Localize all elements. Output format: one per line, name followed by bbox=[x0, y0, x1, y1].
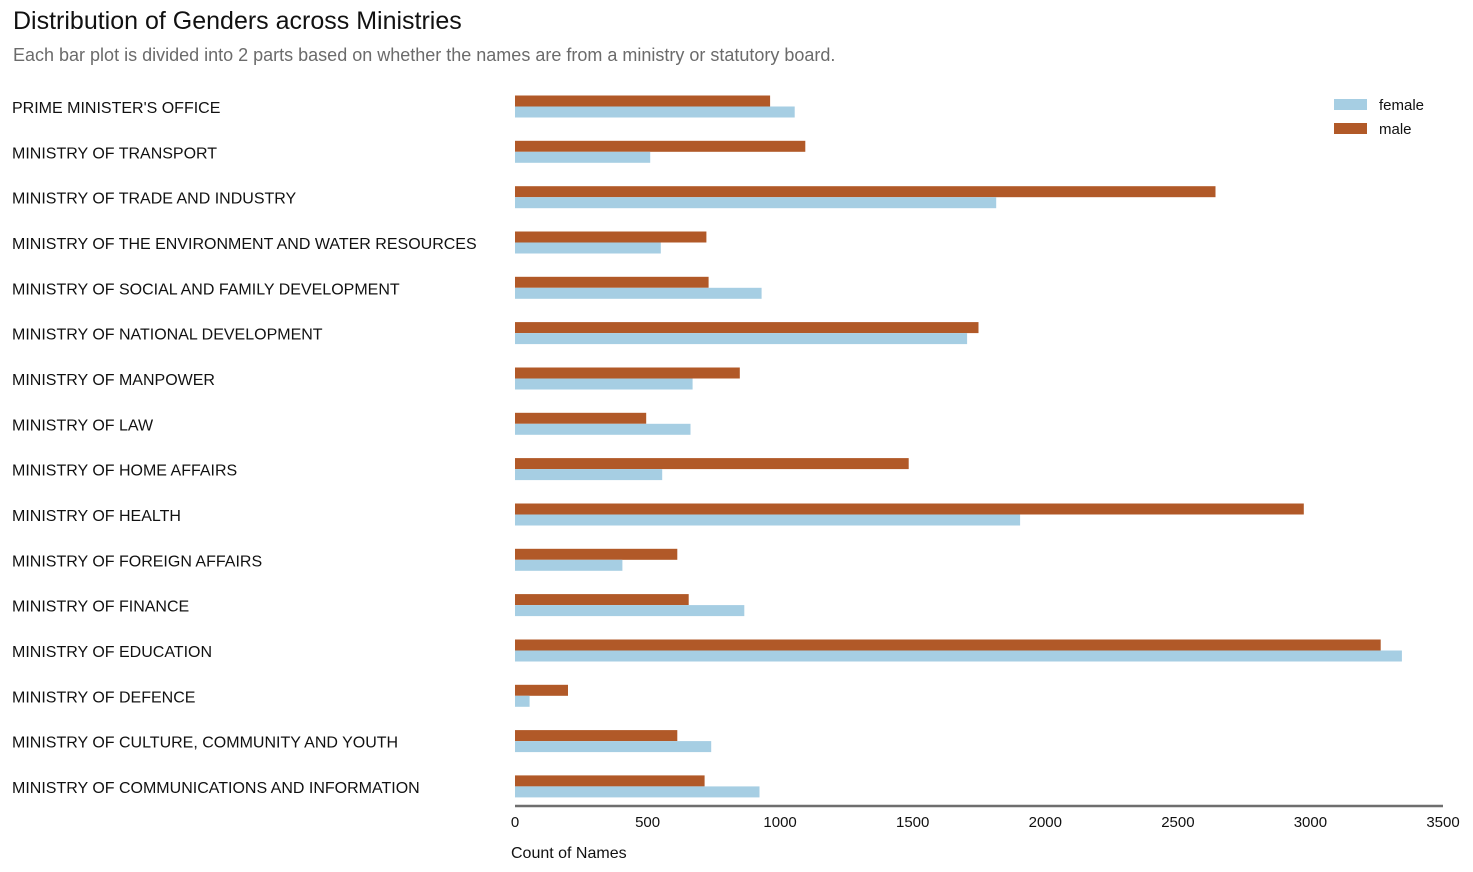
category-label: MINISTRY OF COMMUNICATIONS AND INFORMATI… bbox=[12, 780, 420, 797]
bar-male bbox=[515, 140, 806, 152]
bar-male bbox=[515, 730, 678, 742]
bar-female bbox=[515, 106, 795, 118]
x-tick-label: 1500 bbox=[896, 814, 929, 831]
category-label: MINISTRY OF HOME AFFAIRS bbox=[12, 463, 237, 480]
bar-female bbox=[515, 559, 623, 571]
bar-female bbox=[515, 333, 968, 345]
bar-male bbox=[515, 775, 705, 787]
bar-male bbox=[515, 95, 771, 107]
x-axis-title: Count of Names bbox=[511, 845, 627, 862]
x-tick-label: 3000 bbox=[1294, 814, 1327, 831]
category-label: MINISTRY OF TRANSPORT bbox=[12, 145, 217, 162]
category-label: MINISTRY OF EDUCATION bbox=[12, 644, 212, 661]
bar-female bbox=[515, 786, 760, 798]
bar-female bbox=[515, 605, 745, 617]
bar-female bbox=[515, 423, 691, 435]
bar-female bbox=[515, 469, 663, 481]
bar-male bbox=[515, 548, 678, 560]
category-label: MINISTRY OF DEFENCE bbox=[12, 689, 195, 706]
category-label: MINISTRY OF CULTURE, COMMUNITY AND YOUTH bbox=[12, 735, 398, 752]
x-axis-ticks: 0 500 1000 1500 2000 2500 3000 3500 bbox=[511, 814, 1460, 831]
chart-title: Distribution of Genders across Ministrie… bbox=[13, 7, 462, 35]
bar-male bbox=[515, 684, 568, 696]
bar-male bbox=[515, 367, 740, 379]
category-label: MINISTRY OF LAW bbox=[12, 417, 154, 434]
bar-male bbox=[515, 186, 1216, 198]
bar-female bbox=[515, 695, 530, 707]
x-tick-label: 2500 bbox=[1161, 814, 1194, 831]
bar-male bbox=[515, 458, 909, 470]
category-label: MINISTRY OF SOCIAL AND FAMILY DEVELOPMEN… bbox=[12, 281, 400, 298]
bar-female bbox=[515, 197, 997, 209]
category-labels: PRIME MINISTER'S OFFICE MINISTRY OF TRANS… bbox=[12, 100, 477, 797]
bar-female bbox=[515, 514, 1021, 526]
x-tick-label: 1000 bbox=[763, 814, 796, 831]
bar-female bbox=[515, 741, 712, 753]
category-label: MINISTRY OF FOREIGN AFFAIRS bbox=[12, 553, 262, 570]
bar-female bbox=[515, 650, 1402, 662]
bar-female bbox=[515, 151, 651, 163]
category-label: MINISTRY OF MANPOWER bbox=[12, 372, 215, 389]
x-tick-label: 2000 bbox=[1029, 814, 1062, 831]
bar-male bbox=[515, 231, 707, 243]
category-label: MINISTRY OF TRADE AND INDUSTRY bbox=[12, 191, 297, 208]
category-label: MINISTRY OF NATIONAL DEVELOPMENT bbox=[12, 327, 323, 344]
bar-male bbox=[515, 639, 1381, 651]
legend-swatch bbox=[1334, 99, 1367, 110]
category-label: PRIME MINISTER'S OFFICE bbox=[12, 100, 220, 117]
category-label: MINISTRY OF FINANCE bbox=[12, 599, 189, 616]
x-tick-label: 3500 bbox=[1426, 814, 1459, 831]
legend: female male bbox=[1334, 97, 1424, 138]
bar-male bbox=[515, 322, 979, 334]
legend-swatch bbox=[1334, 123, 1367, 134]
bar-male bbox=[515, 276, 709, 288]
x-tick-label: 0 bbox=[511, 814, 519, 831]
legend-label: male bbox=[1379, 121, 1412, 138]
legend-label: female bbox=[1379, 97, 1424, 114]
bar-female bbox=[515, 242, 661, 254]
category-label: MINISTRY OF THE ENVIRONMENT AND WATER RE… bbox=[12, 236, 477, 253]
bars-group bbox=[515, 95, 1402, 798]
x-tick-label: 500 bbox=[635, 814, 660, 831]
bar-female bbox=[515, 378, 693, 390]
bar-male bbox=[515, 412, 647, 424]
category-label: MINISTRY OF HEALTH bbox=[12, 508, 181, 525]
bar-male bbox=[515, 594, 689, 606]
bar-female bbox=[515, 287, 762, 299]
chart-subtitle: Each bar plot is divided into 2 parts ba… bbox=[13, 45, 836, 65]
bar-male bbox=[515, 503, 1304, 515]
